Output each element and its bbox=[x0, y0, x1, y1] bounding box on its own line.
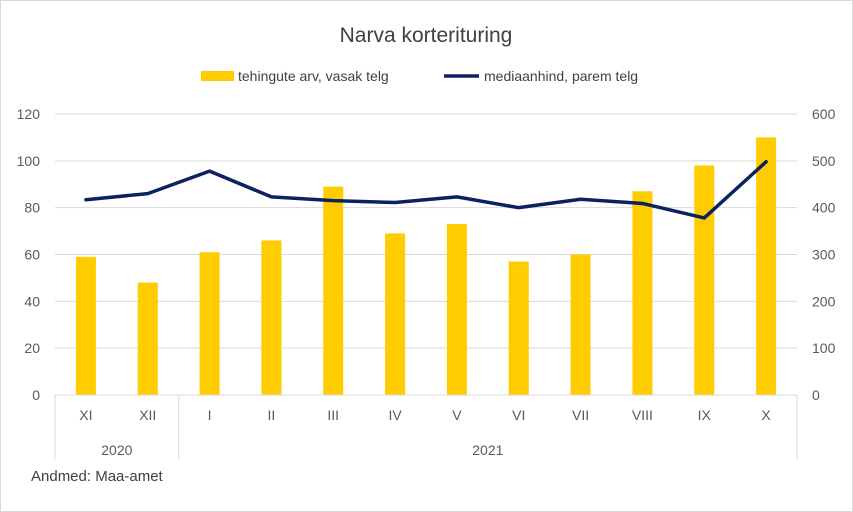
source-note: Andmed: Maa-amet bbox=[31, 468, 163, 485]
year-group-label: 2020 bbox=[101, 442, 132, 458]
right-tick-label: 0 bbox=[812, 387, 820, 403]
left-tick-label: 40 bbox=[24, 293, 40, 309]
left-tick-label: 0 bbox=[32, 387, 40, 403]
gridlines bbox=[55, 113, 797, 349]
x-tick-label: VIII bbox=[632, 407, 653, 423]
x-tick-label: V bbox=[452, 407, 462, 423]
x-tick-label: I bbox=[208, 407, 212, 423]
right-axis-ticks: 0 100 200 300 400 500 600 bbox=[812, 106, 836, 403]
bar bbox=[694, 165, 715, 395]
left-tick-label: 120 bbox=[17, 106, 41, 122]
bar bbox=[446, 224, 467, 395]
right-tick-label: 100 bbox=[812, 340, 836, 356]
legend-line-label: mediaanhind, parem telg bbox=[484, 68, 638, 84]
x-tick-label: VI bbox=[512, 407, 525, 423]
legend-bar-swatch bbox=[201, 71, 234, 81]
bar bbox=[199, 252, 220, 395]
bar bbox=[75, 256, 96, 395]
left-tick-label: 100 bbox=[17, 153, 41, 169]
bar bbox=[570, 254, 591, 395]
right-tick-label: 400 bbox=[812, 200, 836, 216]
legend: tehingute arv, vasak telg mediaanhind, p… bbox=[201, 68, 638, 84]
right-tick-label: 500 bbox=[812, 153, 836, 169]
right-tick-label: 300 bbox=[812, 247, 836, 263]
left-axis-ticks: 0 20 40 60 80 100 120 bbox=[17, 106, 41, 403]
right-tick-label: 200 bbox=[812, 293, 836, 309]
chart-title: Narva korterituring bbox=[340, 24, 513, 47]
left-tick-label: 60 bbox=[24, 247, 40, 263]
x-tick-label: XI bbox=[79, 407, 92, 423]
bar bbox=[632, 191, 653, 395]
x-tick-label: III bbox=[327, 407, 339, 423]
bar bbox=[137, 282, 158, 395]
x-tick-label: XII bbox=[139, 407, 156, 423]
x-tick-label: IV bbox=[388, 407, 402, 423]
bar bbox=[323, 186, 344, 395]
x-tick-label: VII bbox=[572, 407, 589, 423]
bar bbox=[385, 233, 406, 395]
line-series bbox=[84, 160, 768, 220]
x-tick-label: II bbox=[268, 407, 276, 423]
x-tick-label: IX bbox=[698, 407, 712, 423]
bar bbox=[756, 137, 777, 395]
right-tick-label: 600 bbox=[812, 106, 836, 122]
legend-bar-label: tehingute arv, vasak telg bbox=[238, 68, 389, 84]
left-tick-label: 20 bbox=[24, 340, 40, 356]
left-tick-label: 80 bbox=[24, 200, 40, 216]
bar bbox=[508, 261, 529, 395]
median-price-line bbox=[84, 160, 768, 220]
x-tick-label: X bbox=[761, 407, 771, 423]
year-group-label: 2021 bbox=[472, 442, 503, 458]
bar-series bbox=[75, 137, 777, 395]
bar bbox=[261, 240, 282, 395]
